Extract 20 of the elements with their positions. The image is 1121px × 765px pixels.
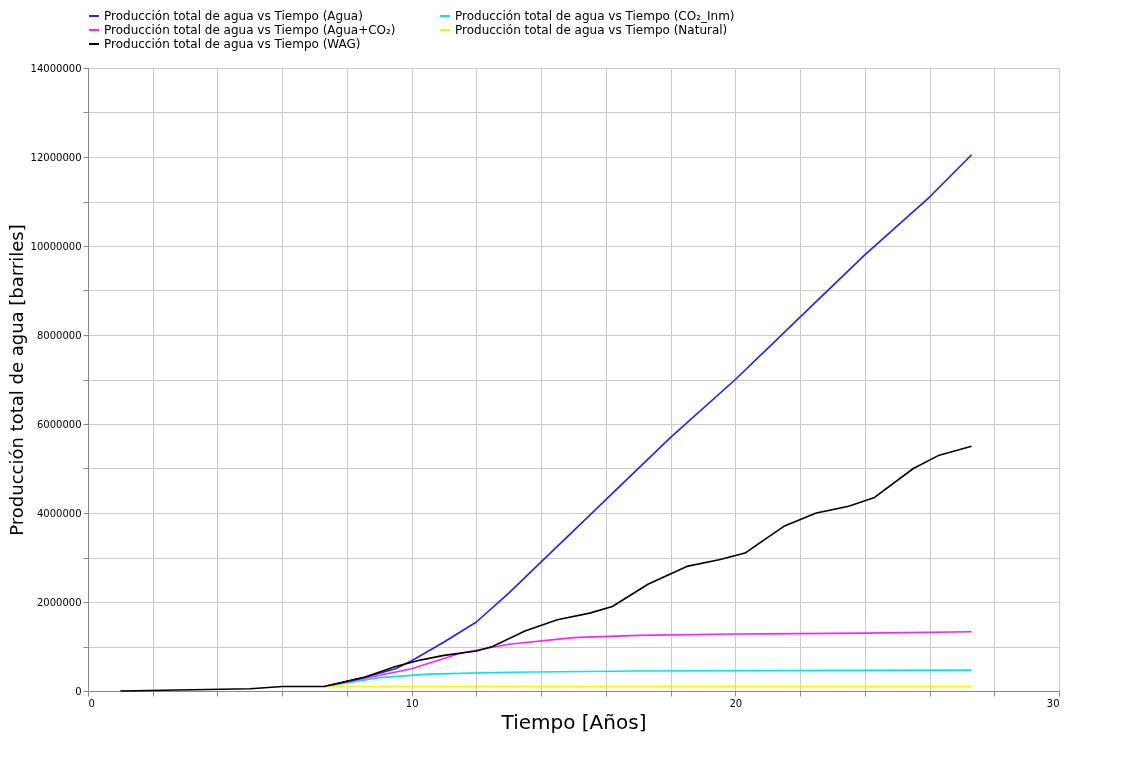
legend-label: Producción total de agua vs Tiempo (Natural) [455,23,728,37]
line-series [119,445,973,692]
x-tick-label: 0 [88,697,95,709]
x-tick-label: 20 [729,697,743,709]
legend-label: Producción total de agua vs Tiempo (Agua+CO₂) [104,23,396,37]
y-tick-label: 8000000 [36,329,82,341]
legend-label: Producción total de agua vs Tiempo (CO₂_Inm) [455,9,735,23]
y-tick-label: 2000000 [36,596,82,608]
x-tick-label: 30 [1046,697,1060,709]
y-tick-label: 12000000 [30,151,82,163]
x-tick-label: 10 [405,697,419,709]
y-tick-label: 6000000 [36,418,82,430]
y-tick-label: 14000000 [30,62,82,74]
y-tick-label: 10000000 [30,240,82,252]
legend-label: Producción total de agua vs Tiempo (WAG) [104,37,361,51]
legend-label: Producción total de agua vs Tiempo (Agua) [104,9,363,23]
y-tick-label: 0 [75,685,82,697]
x-axis-title: Tiempo [Años] [500,709,647,734]
y-axis-title: Producción total de agua [barriles] [5,224,27,536]
y-tick-label: 4000000 [36,507,82,519]
